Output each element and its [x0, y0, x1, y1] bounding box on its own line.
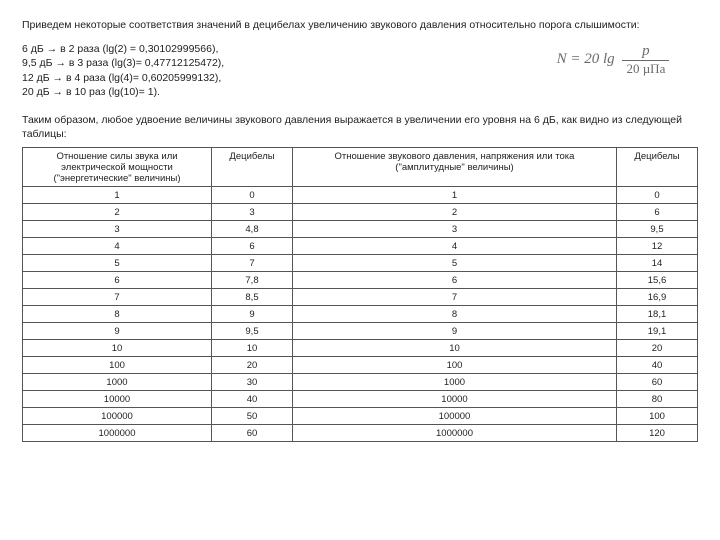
table-cell: 40	[617, 357, 698, 374]
conv-line: 20 дБ → в 10 раз (lg(10)= 1).	[22, 85, 528, 99]
table-cell: 50	[212, 408, 293, 425]
table-cell: 100	[23, 357, 212, 374]
decibel-table: Отношение силы звука или электрической м…	[22, 147, 698, 442]
formula: N = 20 lg p 20 µПа	[528, 42, 698, 75]
table-row: 10000401000080	[23, 391, 698, 408]
table-cell: 3	[293, 221, 617, 238]
table-row: 46412	[23, 238, 698, 255]
table-row: 100030100060	[23, 374, 698, 391]
intro-paragraph: Приведем некоторые соответствия значений…	[22, 18, 698, 32]
table-cell: 0	[212, 187, 293, 204]
table-cell: 1000	[23, 374, 212, 391]
table-cell: 10	[23, 340, 212, 357]
table-row: 10101020	[23, 340, 698, 357]
table-cell: 100000	[293, 408, 617, 425]
table-cell: 10	[293, 340, 617, 357]
table-cell: 40	[212, 391, 293, 408]
table-cell: 15,6	[617, 272, 698, 289]
table-cell: 1000000	[293, 425, 617, 442]
table-cell: 9	[293, 323, 617, 340]
table-cell: 12	[617, 238, 698, 255]
formula-numerator: p	[622, 44, 669, 61]
table-row: 99,5919,1	[23, 323, 698, 340]
table-row: 67,8615,6	[23, 272, 698, 289]
table-cell: 9	[23, 323, 212, 340]
table-cell: 120	[617, 425, 698, 442]
table-header-cell: Отношение звукового давления, напряжения…	[293, 148, 617, 187]
table-cell: 4	[293, 238, 617, 255]
table-cell: 1	[23, 187, 212, 204]
table-row: 10000050100000100	[23, 408, 698, 425]
table-cell: 6	[23, 272, 212, 289]
conv-line: 6 дБ → в 2 раза (lg(2) = 0,30102999566),	[22, 42, 528, 56]
table-cell: 100	[293, 357, 617, 374]
table-cell: 2	[293, 204, 617, 221]
table-row: 89818,1	[23, 306, 698, 323]
formula-denominator: 20 µПа	[622, 61, 669, 75]
summary-paragraph: Таким образом, любое удвоение величины з…	[22, 113, 698, 141]
table-cell: 1000000	[23, 425, 212, 442]
table-cell: 8	[293, 306, 617, 323]
table-cell: 10000	[23, 391, 212, 408]
table-cell: 6	[212, 238, 293, 255]
table-cell: 10	[212, 340, 293, 357]
formula-fraction: p 20 µПа	[622, 44, 669, 75]
table-cell: 9,5	[617, 221, 698, 238]
table-cell: 100000	[23, 408, 212, 425]
table-cell: 4,8	[212, 221, 293, 238]
table-header-cell: Децибелы	[617, 148, 698, 187]
table-cell: 7	[23, 289, 212, 306]
table-cell: 20	[212, 357, 293, 374]
table-cell: 8	[23, 306, 212, 323]
table-cell: 8,5	[212, 289, 293, 306]
table-cell: 5	[293, 255, 617, 272]
table-cell: 5	[23, 255, 212, 272]
table-cell: 7,8	[212, 272, 293, 289]
table-head: Отношение силы звука или электрической м…	[23, 148, 698, 187]
table-cell: 3	[23, 221, 212, 238]
conv-line: 9,5 дБ → в 3 раза (lg(3)= 0,47712125472)…	[22, 56, 528, 70]
table-cell: 3	[212, 204, 293, 221]
table-row: 78,5716,9	[23, 289, 698, 306]
table-cell: 30	[212, 374, 293, 391]
table-row: 2326	[23, 204, 698, 221]
table-cell: 19,1	[617, 323, 698, 340]
table-cell: 0	[617, 187, 698, 204]
table-cell: 10000	[293, 391, 617, 408]
table-cell: 80	[617, 391, 698, 408]
table-cell: 100	[617, 408, 698, 425]
table-cell: 7	[212, 255, 293, 272]
table-header-cell: Отношение силы звука или электрической м…	[23, 148, 212, 187]
table-cell: 16,9	[617, 289, 698, 306]
table-cell: 7	[293, 289, 617, 306]
table-row: 1002010040	[23, 357, 698, 374]
table-row: 1010	[23, 187, 698, 204]
table-cell: 9	[212, 306, 293, 323]
table-cell: 60	[617, 374, 698, 391]
formula-lhs: N = 20 lg	[557, 51, 615, 67]
table-header-cell: Децибелы	[212, 148, 293, 187]
table-cell: 14	[617, 255, 698, 272]
table-body: 1010232634,839,5464125751467,8615,678,57…	[23, 187, 698, 442]
table-cell: 18,1	[617, 306, 698, 323]
table-cell: 2	[23, 204, 212, 221]
table-row: 34,839,5	[23, 221, 698, 238]
table-cell: 1000	[293, 374, 617, 391]
table-row: 57514	[23, 255, 698, 272]
table-cell: 6	[293, 272, 617, 289]
table-cell: 9,5	[212, 323, 293, 340]
table-cell: 6	[617, 204, 698, 221]
conversion-list: 6 дБ → в 2 раза (lg(2) = 0,30102999566),…	[22, 42, 528, 99]
conv-line: 12 дБ → в 4 раза (lg(4)= 0,60205999132),	[22, 71, 528, 85]
table-cell: 1	[293, 187, 617, 204]
table-cell: 20	[617, 340, 698, 357]
table-cell: 4	[23, 238, 212, 255]
table-cell: 60	[212, 425, 293, 442]
table-row: 1000000601000000120	[23, 425, 698, 442]
